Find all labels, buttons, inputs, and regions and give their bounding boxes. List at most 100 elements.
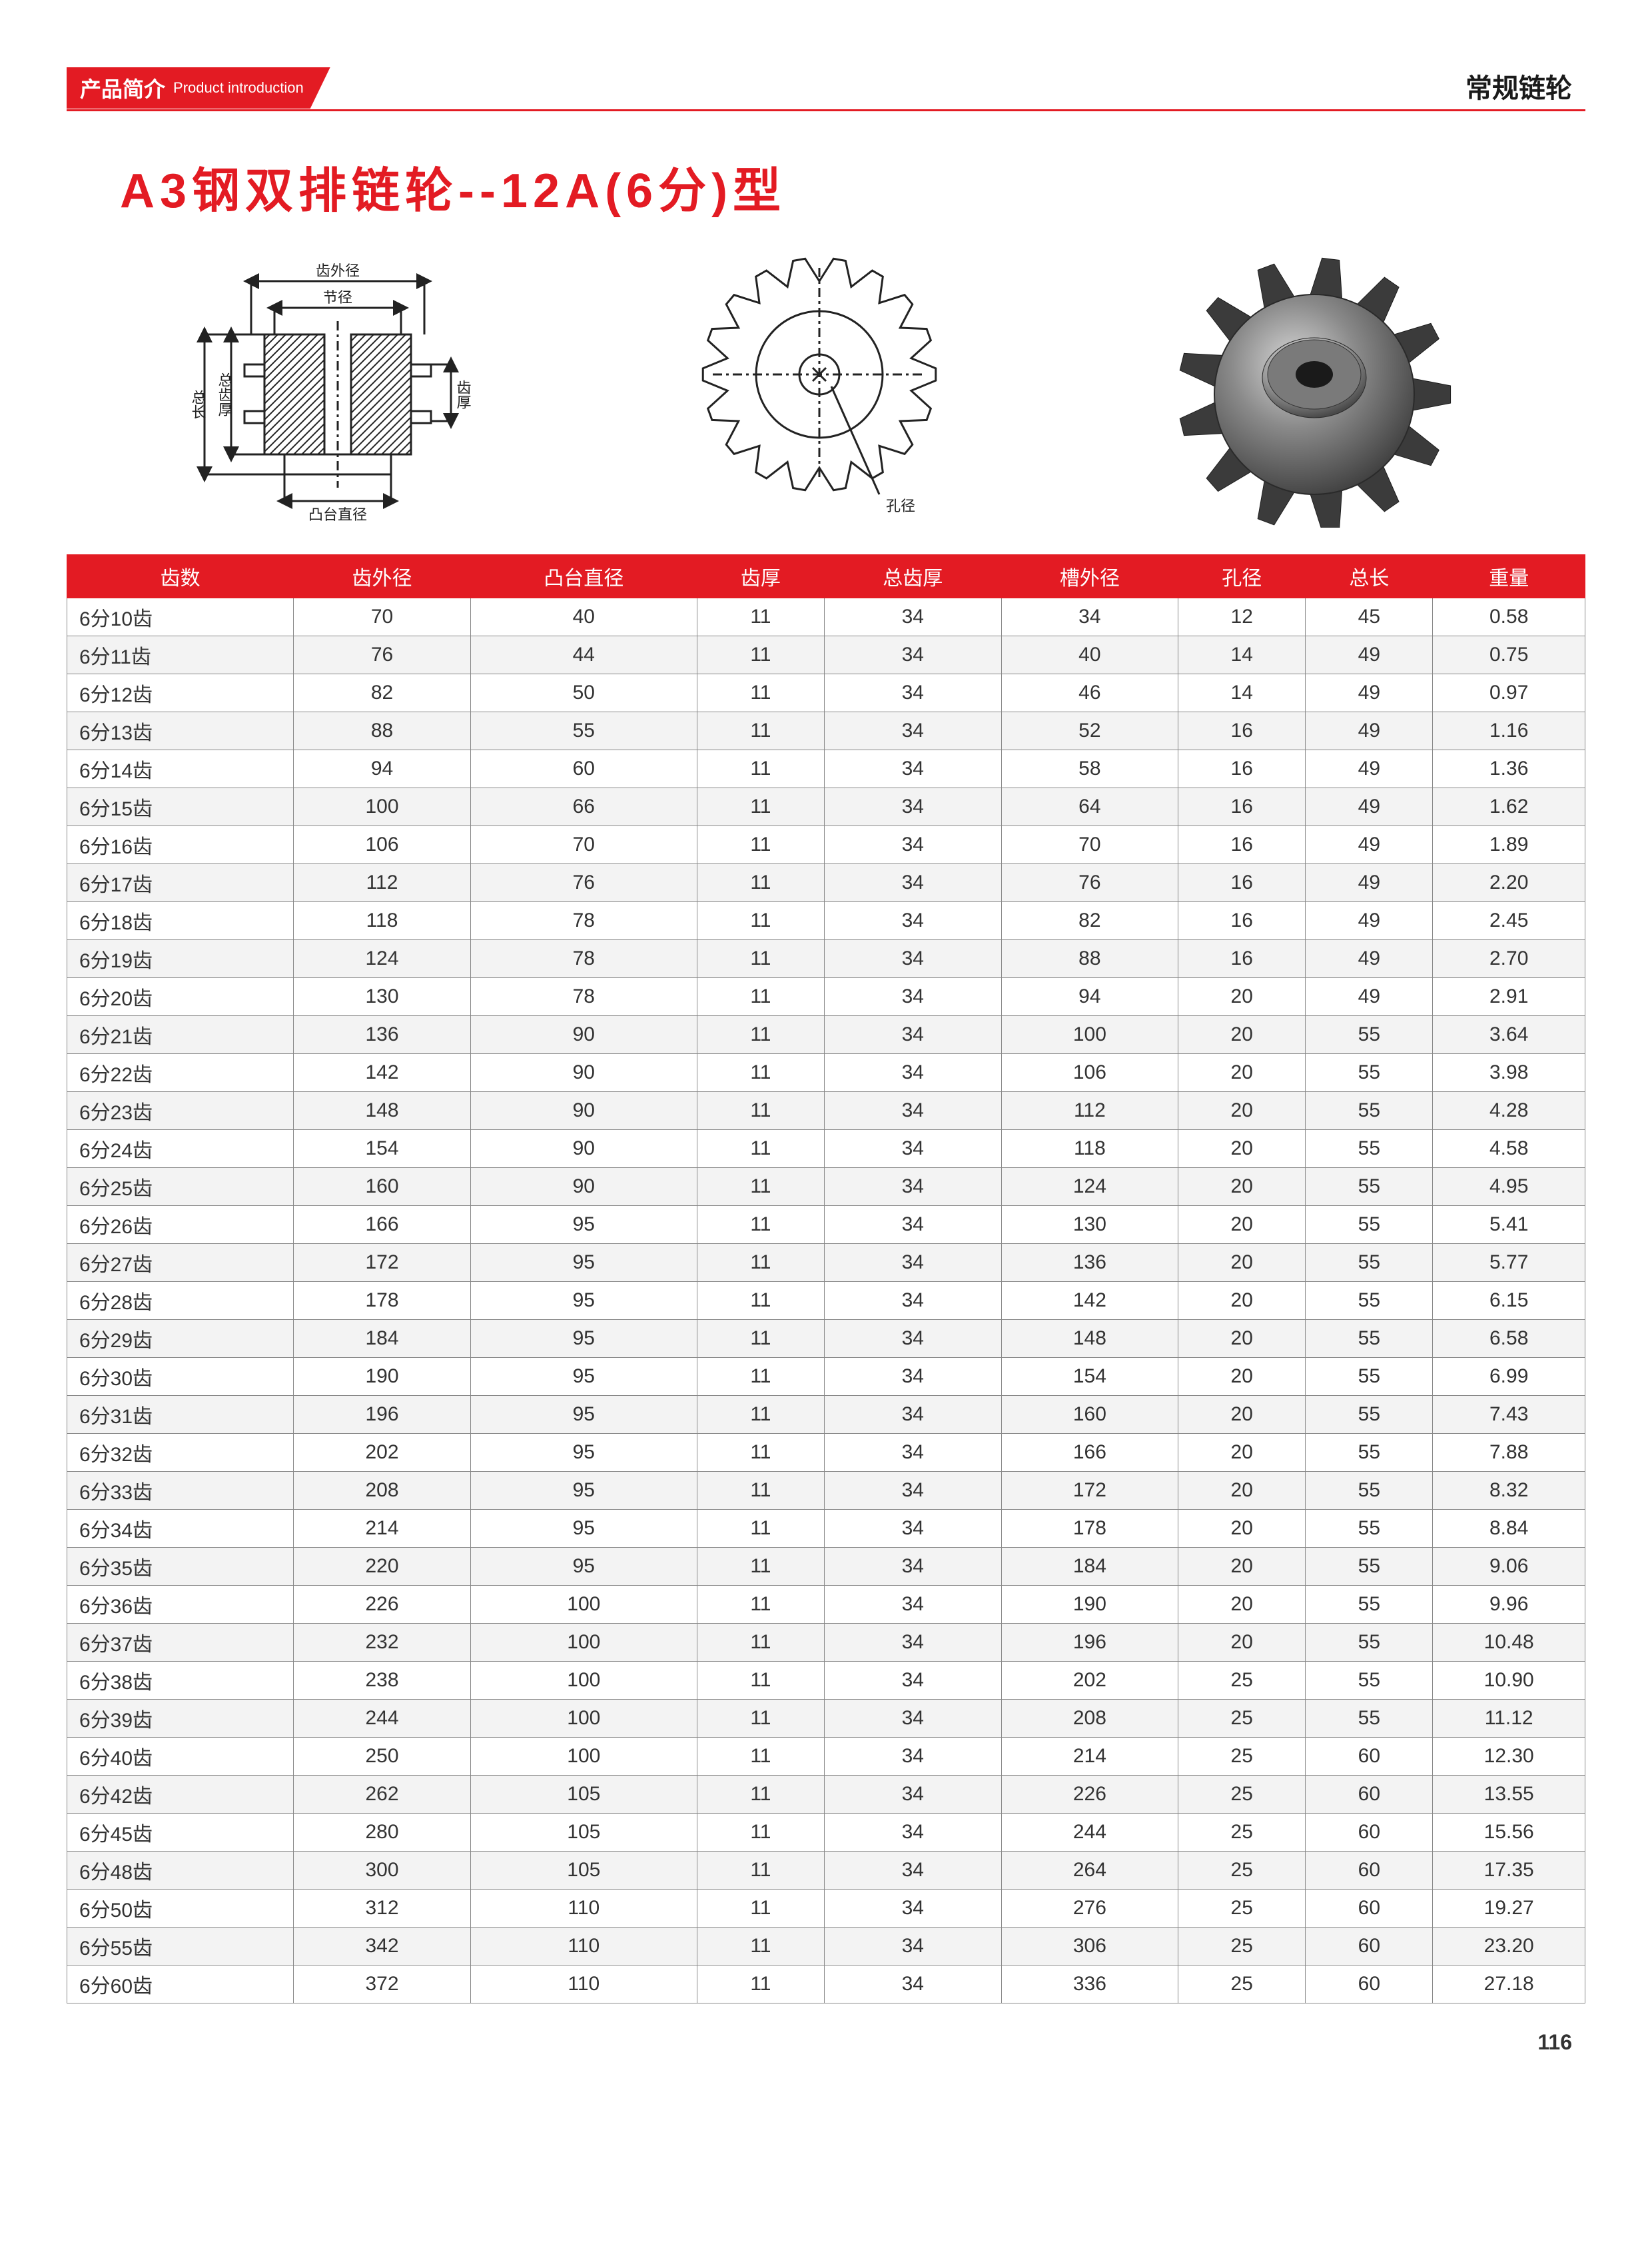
table-cell: 20 (1178, 978, 1306, 1016)
table-row: 6分39齿2441001134208255511.12 (67, 1700, 1585, 1738)
table-cell: 11 (697, 1054, 824, 1092)
page-header: 产品简介 Product introduction 常规链轮 (67, 67, 1585, 111)
table-cell: 100 (470, 1700, 697, 1738)
table-cell: 34 (824, 598, 1001, 636)
table-cell: 34 (824, 1472, 1001, 1510)
table-cell: 6分21齿 (67, 1016, 294, 1054)
table-cell: 34 (824, 940, 1001, 978)
table-cell: 6分18齿 (67, 902, 294, 940)
table-cell: 95 (470, 1282, 697, 1320)
table-cell: 11 (697, 940, 824, 978)
table-cell: 1.89 (1433, 826, 1585, 864)
table-row: 6分16齿1067011347016491.89 (67, 826, 1585, 864)
table-cell: 238 (294, 1662, 471, 1700)
table-cell: 136 (294, 1016, 471, 1054)
table-cell: 20 (1178, 1282, 1306, 1320)
table-cell: 166 (294, 1206, 471, 1244)
table-cell: 100 (470, 1586, 697, 1624)
table-cell: 100 (294, 788, 471, 826)
table-cell: 11 (697, 1965, 824, 2003)
table-cell: 16 (1178, 864, 1306, 902)
table-cell: 13.55 (1433, 1776, 1585, 1814)
table-cell: 90 (470, 1168, 697, 1206)
table-cell: 78 (470, 940, 697, 978)
table-cell: 232 (294, 1624, 471, 1662)
table-cell: 11.12 (1433, 1700, 1585, 1738)
table-cell: 11 (697, 1624, 824, 1662)
table-cell: 6分14齿 (67, 750, 294, 788)
table-cell: 60 (1306, 1738, 1433, 1776)
table-row: 6分42齿2621051134226256013.55 (67, 1776, 1585, 1814)
table-cell: 2.45 (1433, 902, 1585, 940)
table-cell: 34 (824, 712, 1001, 750)
table-cell: 8.32 (1433, 1472, 1585, 1510)
table-cell: 49 (1306, 636, 1433, 674)
table-cell: 34 (824, 864, 1001, 902)
table-cell: 34 (824, 826, 1001, 864)
table-cell: 25 (1178, 1890, 1306, 1928)
table-cell: 11 (697, 1738, 824, 1776)
table-cell: 202 (294, 1434, 471, 1472)
table-cell: 6分34齿 (67, 1510, 294, 1548)
table-cell: 55 (1306, 1434, 1433, 1472)
table-cell: 64 (1001, 788, 1178, 826)
table-cell: 148 (294, 1092, 471, 1130)
table-cell: 58 (1001, 750, 1178, 788)
table-cell: 100 (470, 1738, 697, 1776)
table-cell: 19.27 (1433, 1890, 1585, 1928)
table-cell: 34 (824, 1320, 1001, 1358)
table-cell: 130 (1001, 1206, 1178, 1244)
table-cell: 55 (1306, 1548, 1433, 1586)
table-cell: 11 (697, 636, 824, 674)
table-row: 6分12齿825011344614490.97 (67, 674, 1585, 712)
table-cell: 0.75 (1433, 636, 1585, 674)
table-cell: 106 (1001, 1054, 1178, 1092)
table-cell: 166 (1001, 1434, 1178, 1472)
table-col-header: 齿厚 (697, 555, 824, 598)
table-cell: 20 (1178, 1244, 1306, 1282)
table-cell: 190 (294, 1358, 471, 1396)
table-cell: 172 (1001, 1472, 1178, 1510)
label-total-thick: 总齿厚 (216, 372, 232, 416)
table-cell: 34 (824, 1168, 1001, 1206)
table-cell: 34 (824, 1016, 1001, 1054)
table-cell: 34 (824, 1738, 1001, 1776)
table-cell: 34 (824, 902, 1001, 940)
table-cell: 226 (294, 1586, 471, 1624)
table-cell: 20 (1178, 1092, 1306, 1130)
table-cell: 20 (1178, 1320, 1306, 1358)
table-row: 6分60齿3721101134336256027.18 (67, 1965, 1585, 2003)
table-cell: 40 (470, 598, 697, 636)
table-row: 6分28齿17895113414220556.15 (67, 1282, 1585, 1320)
table-cell: 2.70 (1433, 940, 1585, 978)
table-cell: 11 (697, 1206, 824, 1244)
table-cell: 208 (1001, 1700, 1178, 1738)
table-cell: 130 (294, 978, 471, 1016)
table-cell: 250 (294, 1738, 471, 1776)
table-cell: 11 (697, 1168, 824, 1206)
table-cell: 6分48齿 (67, 1852, 294, 1890)
table-col-header: 齿外径 (294, 555, 471, 598)
table-cell: 6分26齿 (67, 1206, 294, 1244)
table-cell: 15.56 (1433, 1814, 1585, 1852)
table-cell: 7.88 (1433, 1434, 1585, 1472)
table-cell: 178 (294, 1282, 471, 1320)
table-cell: 11 (697, 674, 824, 712)
table-cell: 105 (470, 1852, 697, 1890)
table-cell: 196 (1001, 1624, 1178, 1662)
table-cell: 154 (294, 1130, 471, 1168)
table-cell: 60 (1306, 1965, 1433, 2003)
table-cell: 184 (1001, 1548, 1178, 1586)
table-cell: 55 (1306, 1624, 1433, 1662)
table-cell: 55 (1306, 1206, 1433, 1244)
table-cell: 95 (470, 1434, 697, 1472)
table-cell: 11 (697, 1928, 824, 1965)
table-row: 6分27齿17295113413620555.77 (67, 1244, 1585, 1282)
label-tooth-thick: 齿厚 (454, 380, 471, 409)
table-row: 6分15齿1006611346416491.62 (67, 788, 1585, 826)
table-row: 6分50齿3121101134276256019.27 (67, 1890, 1585, 1928)
section-title-en: Product introduction (173, 79, 304, 97)
table-cell: 34 (824, 1814, 1001, 1852)
table-cell: 11 (697, 1890, 824, 1928)
table-cell: 6分29齿 (67, 1320, 294, 1358)
